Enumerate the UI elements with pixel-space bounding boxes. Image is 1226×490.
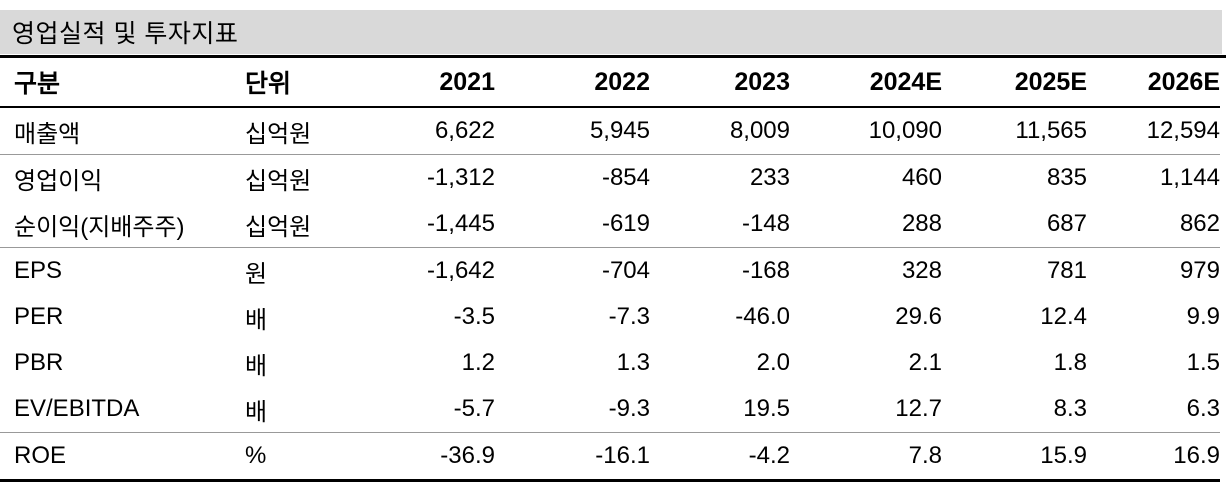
row-label-cell: PBR xyxy=(14,349,64,376)
value-cell: -3.5 xyxy=(453,303,495,330)
value-cell: 2.0 xyxy=(756,349,790,376)
value-cell: -5.7 xyxy=(344,386,495,433)
value-cell: 15.9 xyxy=(942,432,1087,482)
value-cell: 7.8 xyxy=(790,432,942,482)
value-cell: -1,312 xyxy=(426,164,495,191)
value-cell: 1.5 xyxy=(1186,349,1220,376)
table-title: 영업실적 및 투자지표 xyxy=(12,20,239,48)
value-cell: 8,009 xyxy=(650,107,790,155)
unit-cell: 배 xyxy=(245,306,268,334)
value-cell: 328 xyxy=(901,257,942,284)
value-cell: -4.2 xyxy=(650,432,790,482)
value-cell: 6.3 xyxy=(1087,386,1220,433)
unit-cell: 십억원 xyxy=(245,167,312,195)
header-cell: 2022 xyxy=(495,58,650,108)
table-title-bar: 영업실적 및 투자지표 xyxy=(0,10,1222,54)
header-cell: 2024E xyxy=(790,58,942,108)
value-cell: -619 xyxy=(495,201,650,248)
row-label-cell: 순이익(지배주주) xyxy=(0,201,232,248)
value-cell: 8.3 xyxy=(942,386,1087,433)
value-cell: 835 xyxy=(1046,164,1087,191)
value-cell: 10,090 xyxy=(790,107,942,155)
value-cell: 862 xyxy=(1087,201,1220,248)
table-row: 순이익(지배주주) 십억원 -1,445 -619 -148 288 687 862 xyxy=(0,201,1220,248)
value-cell: -36.9 xyxy=(344,432,495,482)
value-cell: 687 xyxy=(942,201,1087,248)
value-cell: 1.3 xyxy=(616,349,650,376)
header-cell: 2023 xyxy=(650,58,790,108)
table-row: PBR 배 1.2 1.3 2.0 2.1 1.8 1.5 xyxy=(0,340,1220,386)
value-cell: 19.5 xyxy=(650,386,790,433)
value-cell: -16.1 xyxy=(495,432,650,482)
unit-cell: % xyxy=(232,432,344,482)
value-cell: 6,622 xyxy=(344,107,495,155)
table-row: PER 배 -3.5 -7.3 -46.0 29.6 12.4 9.9 xyxy=(0,294,1220,340)
row-label-cell: EPS xyxy=(14,257,63,284)
value-cell: -148 xyxy=(650,201,790,248)
value-cell: -1,445 xyxy=(344,201,495,248)
row-label-cell: 매출액 xyxy=(0,107,232,155)
value-cell: 979 xyxy=(1179,257,1220,284)
table-row: EPS 원 -1,642 -704 -168 328 781 979 xyxy=(0,248,1220,295)
row-label-cell: ROE xyxy=(0,432,232,482)
header-cell: 2025E xyxy=(942,58,1087,108)
header-cell: 구분 xyxy=(0,58,232,108)
value-cell: 9.9 xyxy=(1186,303,1220,330)
financial-metrics-table: 구분 단위 2021 2022 2023 2024E 2025E 2026E 매출액 십억원 6,… xyxy=(0,58,1220,482)
value-cell: 5,945 xyxy=(495,107,650,155)
unit-cell: 십억원 xyxy=(232,107,344,155)
value-cell: 1.8 xyxy=(1053,349,1087,376)
value-cell: -854 xyxy=(601,164,650,191)
value-cell: 233 xyxy=(749,164,790,191)
table-row: 영업이익 십억원 -1,312 -854 233 460 835 1,144 xyxy=(0,155,1220,202)
value-cell: 1.2 xyxy=(461,349,495,376)
value-cell: 29.6 xyxy=(895,303,942,330)
value-cell: -9.3 xyxy=(495,386,650,433)
value-cell: -168 xyxy=(741,257,790,284)
table-row: ROE% -36.9 -16.1 -4.2 7.8 15.9 16.9 xyxy=(0,432,1220,482)
value-cell: 12,594 xyxy=(1087,107,1220,155)
unit-cell: 배 xyxy=(232,386,344,433)
value-cell: 1,144 xyxy=(1159,164,1220,191)
value-cell: 460 xyxy=(901,164,942,191)
table-row: EV/EBITDA 배 -5.7 -9.3 19.5 12.7 8.3 6.3 xyxy=(0,386,1220,433)
value-cell: -704 xyxy=(601,257,650,284)
value-cell: 2.1 xyxy=(908,349,942,376)
table-header-row: 구분 단위 2021 2022 2023 2024E 2025E 2026E xyxy=(0,58,1220,108)
unit-cell: 십억원 xyxy=(232,201,344,248)
table-row: 매출액 십억원 6,622 5,945 8,009 10,090 11,565 12,594 xyxy=(0,107,1220,155)
value-cell: 288 xyxy=(790,201,942,248)
value-cell: 781 xyxy=(1046,257,1087,284)
value-cell: 12.4 xyxy=(1040,303,1087,330)
value-cell: -46.0 xyxy=(735,303,790,330)
row-label-cell: 영업이익 xyxy=(14,167,103,195)
unit-cell: 배 xyxy=(245,352,268,380)
value-cell: 11,565 xyxy=(942,107,1087,155)
row-label-cell: EV/EBITDA xyxy=(0,386,232,433)
value-cell: -7.3 xyxy=(608,303,650,330)
unit-cell: 원 xyxy=(245,260,268,288)
value-cell: 12.7 xyxy=(790,386,942,433)
header-cell: 2026E xyxy=(1087,58,1220,108)
header-cell: 2021 xyxy=(344,58,495,108)
value-cell: -1,642 xyxy=(426,257,495,284)
title-heavy-rule xyxy=(0,55,1226,58)
row-label-cell: PER xyxy=(14,303,64,330)
header-cell: 단위 xyxy=(232,58,344,108)
value-cell: 16.9 xyxy=(1087,432,1220,482)
